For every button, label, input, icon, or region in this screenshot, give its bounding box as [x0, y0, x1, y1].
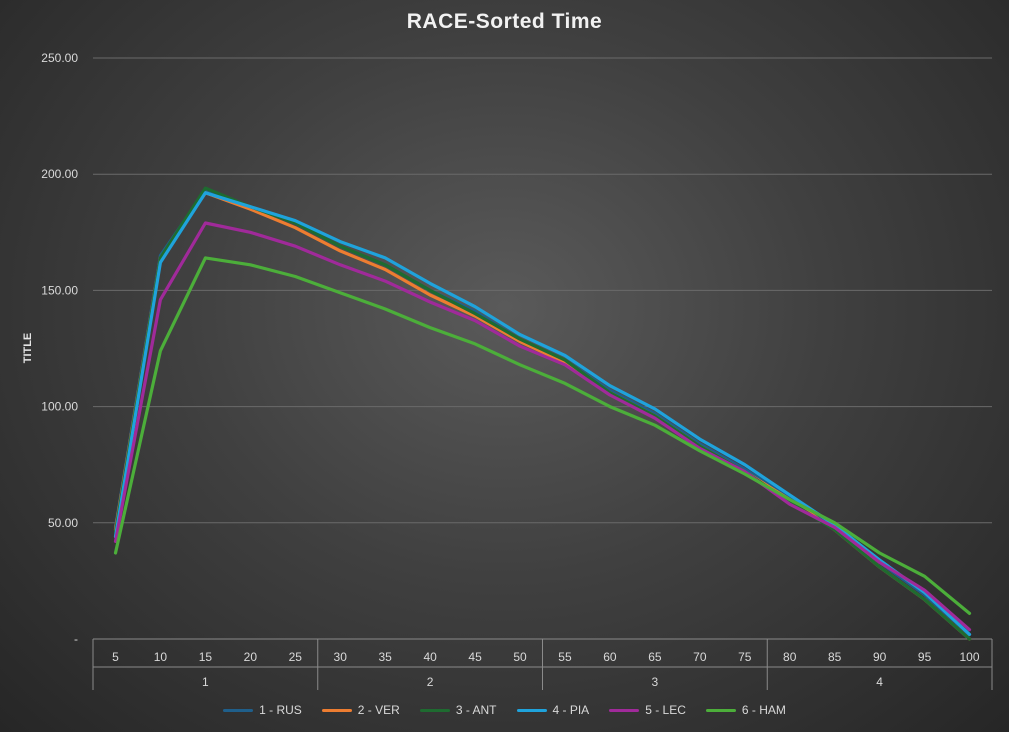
x-tick-label: 45	[468, 650, 482, 664]
x-tick-label: 25	[289, 650, 303, 664]
legend-swatch	[223, 708, 254, 712]
x-tick-label: 75	[738, 650, 752, 664]
y-tick-label: 150.00	[41, 283, 78, 297]
series-line-pia	[113, 191, 972, 637]
x-tick-label: 55	[558, 650, 572, 664]
x-tick-label: 85	[828, 650, 842, 664]
x-tick-label: 50	[513, 650, 527, 664]
legend-swatch	[516, 708, 547, 712]
x-tick-label: 70	[693, 650, 707, 664]
x-tick-label: 5	[112, 650, 119, 664]
legend-label: 6 - HAM	[741, 703, 786, 717]
series-line-lec	[113, 221, 972, 632]
y-tick-label: 50.00	[48, 516, 78, 530]
legend-item: 5 - LEC	[609, 703, 686, 717]
x-tick-label: 10	[154, 650, 168, 664]
x-tick-label: 60	[603, 650, 617, 664]
legend-label: 2 - VER	[357, 703, 400, 717]
x-tick-label: 80	[783, 650, 797, 664]
series-line-ver	[113, 191, 972, 641]
chart-title: RACE-Sorted Time	[406, 10, 603, 33]
x-group-label: 2	[427, 675, 434, 689]
legend-item: 2 - VER	[321, 703, 400, 717]
x-tick-label: 15	[199, 650, 213, 664]
legend-swatch	[609, 708, 640, 712]
legend-swatch	[705, 708, 736, 712]
legend-item: 4 - PIA	[516, 703, 590, 717]
y-tick-label: 250.00	[41, 51, 78, 65]
series-line-ant	[113, 186, 972, 641]
x-tick-label: 40	[423, 650, 437, 664]
x-tick-label: 30	[334, 650, 348, 664]
x-tick-label: 35	[378, 650, 392, 664]
legend: 1 - RUS 2 - VER 3 - ANT 4 - PIA 5 - LEC 6 - H…	[0, 703, 1009, 717]
x-tick-label: 90	[873, 650, 887, 664]
y-tick-label: -	[74, 632, 78, 646]
x-group-label: 3	[652, 675, 659, 689]
legend-item: 1 - RUS	[223, 703, 302, 717]
x-tick-label: 100	[960, 650, 980, 664]
legend-item: 3 - ANT	[419, 703, 497, 717]
legend-label: 4 - PIA	[552, 703, 590, 717]
series-line-ham	[113, 256, 972, 616]
x-group-label: 4	[876, 675, 883, 689]
y-tick-label: 200.00	[41, 167, 78, 181]
legend-label: 5 - LEC	[645, 703, 686, 717]
series-line-rus	[113, 188, 972, 637]
x-tick-label: 95	[918, 650, 932, 664]
legend-swatch	[419, 708, 450, 712]
legend-swatch	[321, 708, 352, 712]
x-tick-label: 65	[648, 650, 662, 664]
y-tick-label: 100.00	[41, 400, 78, 414]
x-tick-label: 20	[244, 650, 258, 664]
legend-label: 1 - RUS	[259, 703, 302, 717]
legend-label: 3 - ANT	[455, 703, 497, 717]
x-group-label: 1	[202, 675, 209, 689]
legend-item: 6 - HAM	[705, 703, 786, 717]
